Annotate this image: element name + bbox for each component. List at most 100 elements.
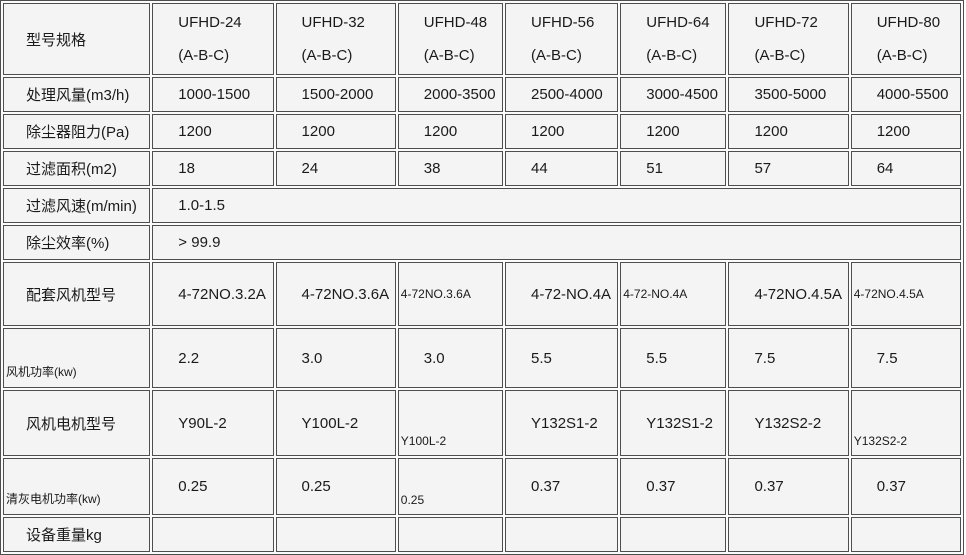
row-label-cell: 型号规格 — [3, 3, 151, 75]
value-cell: 4-72-NO.4A — [505, 262, 619, 326]
row-label-cell: 配套风机型号 — [3, 262, 151, 326]
model-suffix: (A-B-C) — [531, 47, 582, 64]
model-name: UFHD-72 — [754, 14, 818, 31]
row-label-cell: 处理风量(m3/h) — [3, 77, 151, 112]
table-row: 配套风机型号 4-72NO.3.2A 4-72NO.3.6A 4-72NO.3.6A 4… — [3, 262, 961, 326]
value-cell: 2500-4000 — [505, 77, 619, 112]
value-cell: 4000-5500 — [850, 77, 961, 112]
value-cell: 5.5 — [505, 328, 619, 388]
value-cell: 4-72NO.3.6A — [397, 262, 504, 326]
value-cell: Y132S2-2 — [728, 390, 849, 456]
model-header-cell: UFHD-80 (A-B-C) — [850, 3, 961, 75]
span-value-cell: > 99.9 — [152, 225, 961, 260]
table-row: 除尘效率(%) > 99.9 — [3, 225, 961, 260]
model-suffix: (A-B-C) — [876, 47, 928, 64]
model-header-cell: UFHD-48 (A-B-C) — [397, 3, 504, 75]
table-row: 风机功率(kw) 2.2 3.0 3.0 5.5 5.5 7.5 7.5 — [3, 328, 961, 388]
header-row: 型号规格 UFHD-24 (A-B-C) UFHD-32 (A-B-C) UFHD-48 (… — [3, 3, 961, 75]
value-cell: 0.37 — [850, 458, 961, 515]
value-cell: 3000-4500 — [620, 77, 727, 112]
row-label-cell: 过滤风速(m/min) — [3, 188, 151, 223]
table-row: 过滤面积(m2) 18 24 38 44 51 57 64 — [3, 151, 961, 186]
model-header-cell: UFHD-64 (A-B-C) — [620, 3, 727, 75]
value-cell: 64 — [850, 151, 961, 186]
table-row: 风机电机型号 Y90L-2 Y100L-2 Y100L-2 Y132S1-2 Y132S1… — [3, 390, 961, 456]
value-cell: 1200 — [505, 114, 619, 149]
value-cell: 4-72NO.3.6A — [275, 262, 396, 326]
value-cell: 1500-2000 — [275, 77, 396, 112]
row-label-cell: 除尘器阻力(Pa) — [3, 114, 151, 149]
value-cell — [850, 517, 961, 552]
value-cell: 3.0 — [397, 328, 504, 388]
model-name: UFHD-48 — [423, 14, 488, 31]
model-header-cell: UFHD-72 (A-B-C) — [728, 3, 849, 75]
value-cell: Y100L-2 — [397, 390, 504, 456]
value-cell: Y90L-2 — [152, 390, 274, 456]
value-cell — [728, 517, 849, 552]
value-cell: 4-72NO.4.5A — [850, 262, 961, 326]
value-cell: 0.37 — [728, 458, 849, 515]
value-cell — [505, 517, 619, 552]
value-cell: 7.5 — [728, 328, 849, 388]
table-row: 设备重量kg — [3, 517, 961, 552]
value-cell: 57 — [728, 151, 849, 186]
model-header-cell: UFHD-24 (A-B-C) — [152, 3, 274, 75]
model-suffix: (A-B-C) — [301, 47, 353, 64]
model-name: UFHD-32 — [301, 14, 365, 31]
value-cell: 38 — [397, 151, 504, 186]
model-header-cell: UFHD-56 (A-B-C) — [505, 3, 619, 75]
row-label-cell: 设备重量kg — [3, 517, 151, 552]
value-cell: 24 — [275, 151, 396, 186]
value-cell: 18 — [152, 151, 274, 186]
table-row: 清灰电机功率(kw) 0.25 0.25 0.25 0.37 0.37 0.37 0.37 — [3, 458, 961, 515]
value-cell: 0.37 — [505, 458, 619, 515]
value-cell — [275, 517, 396, 552]
model-name: UFHD-80 — [876, 14, 941, 31]
value-cell — [620, 517, 727, 552]
value-cell: 0.25 — [275, 458, 396, 515]
model-name: UFHD-56 — [531, 14, 595, 31]
value-cell: 4-72-NO.4A — [620, 262, 727, 326]
row-label-cell: 除尘效率(%) — [3, 225, 151, 260]
value-cell: 1200 — [850, 114, 961, 149]
value-cell: 1000-1500 — [152, 77, 274, 112]
span-value-cell: 1.0-1.5 — [152, 188, 961, 223]
model-suffix: (A-B-C) — [423, 47, 475, 64]
value-cell: 4-72NO.3.2A — [152, 262, 274, 326]
value-cell: 7.5 — [850, 328, 961, 388]
value-cell: 0.25 — [397, 458, 504, 515]
table-row: 处理风量(m3/h) 1000-1500 1500-2000 2000-3500 250… — [3, 77, 961, 112]
value-cell: 1200 — [275, 114, 396, 149]
value-cell: 2000-3500 — [397, 77, 504, 112]
value-cell: Y100L-2 — [275, 390, 396, 456]
spec-table-body: 型号规格 UFHD-24 (A-B-C) UFHD-32 (A-B-C) UFHD-48 (… — [3, 3, 961, 552]
value-cell: Y132S2-2 — [850, 390, 961, 456]
value-cell: 4-72NO.4.5A — [728, 262, 849, 326]
value-cell: 2.2 — [152, 328, 274, 388]
row-label-cell: 过滤面积(m2) — [3, 151, 151, 186]
value-cell: 1200 — [620, 114, 727, 149]
value-cell: 3500-5000 — [728, 77, 849, 112]
value-cell: 44 — [505, 151, 619, 186]
value-cell: 0.37 — [620, 458, 727, 515]
value-cell: 1200 — [152, 114, 274, 149]
model-suffix: (A-B-C) — [646, 47, 698, 64]
value-cell: 3.0 — [275, 328, 396, 388]
model-suffix: (A-B-C) — [754, 47, 806, 64]
model-header-cell: UFHD-32 (A-B-C) — [275, 3, 396, 75]
value-cell — [397, 517, 504, 552]
value-cell: Y132S1-2 — [505, 390, 619, 456]
model-name: UFHD-64 — [646, 14, 710, 31]
value-cell: 1200 — [728, 114, 849, 149]
model-name: UFHD-24 — [178, 14, 242, 31]
value-cell — [152, 517, 274, 552]
table-row: 除尘器阻力(Pa) 1200 1200 1200 1200 1200 1200 1200 — [3, 114, 961, 149]
value-cell: 1200 — [397, 114, 504, 149]
row-label-cell: 风机功率(kw) — [3, 328, 151, 388]
value-cell: 5.5 — [620, 328, 727, 388]
value-cell: Y132S1-2 — [620, 390, 727, 456]
value-cell: 0.25 — [152, 458, 274, 515]
model-suffix: (A-B-C) — [178, 47, 230, 64]
value-cell: 51 — [620, 151, 727, 186]
